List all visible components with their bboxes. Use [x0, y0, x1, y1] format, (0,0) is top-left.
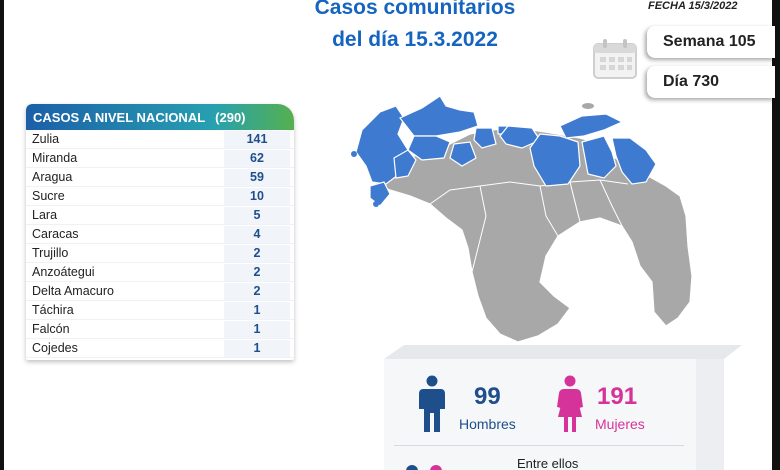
table-row: Trujillo 2 — [26, 244, 294, 263]
state-cases: 2 — [224, 263, 290, 281]
table-header: CASOS A NIVEL NACIONAL (290) — [26, 104, 294, 130]
day-badge: Día 730 — [647, 66, 775, 98]
table-title: CASOS A NIVEL NACIONAL — [33, 110, 206, 125]
state-name: Delta Amacuro — [32, 284, 114, 298]
state-name: Caracas — [32, 227, 79, 241]
table-row: Cojedes 1 — [26, 339, 294, 358]
table-row: Miranda 62 — [26, 149, 294, 168]
state-cases: 62 — [224, 149, 290, 167]
state-cases: 1 — [224, 339, 290, 357]
venezuela-map — [351, 95, 693, 343]
table-row: Aragua 59 — [26, 168, 294, 187]
table-row: Zulia 141 — [26, 130, 294, 149]
state-name: Falcón — [32, 322, 70, 336]
state-cases: 2 — [224, 244, 290, 262]
woman-icon — [557, 375, 583, 432]
state-name: Táchira — [32, 303, 74, 317]
cases-table: CASOS A NIVEL NACIONAL (290) Zulia 141 Mir… — [26, 104, 294, 360]
state-cases: 1 — [224, 301, 290, 319]
table-row: Anzoátegui 2 — [26, 263, 294, 282]
map-state-delta-amacuro — [611, 137, 657, 185]
women-count: 191 — [597, 383, 638, 410]
map-state-aragua — [473, 127, 497, 149]
map-island-margarita — [582, 103, 594, 109]
state-name: Sucre — [32, 189, 65, 203]
map-state-sucre — [559, 113, 624, 139]
state-name: Aragua — [32, 170, 73, 184]
men-count: 99 — [474, 383, 501, 410]
man-icon-small — [406, 465, 418, 470]
date-label: FECHA 15/3/2022 — [648, 0, 738, 12]
map-island-1 — [351, 151, 357, 157]
state-cases: 10 — [224, 187, 290, 205]
state-cases: 2 — [224, 282, 290, 300]
map-state-tachira — [369, 181, 391, 207]
entre-ellos-label: Entre ellos — [517, 456, 579, 470]
state-cases: 5 — [224, 206, 290, 224]
map-state-borders — [429, 179, 629, 273]
right-edge-bar — [772, 0, 780, 470]
man-icon — [419, 375, 445, 432]
table-total: (290) — [215, 110, 246, 125]
state-name: Lara — [32, 208, 58, 222]
state-name: Zulia — [32, 132, 60, 146]
map-state-monagas — [581, 135, 617, 179]
state-cases: 59 — [224, 168, 290, 186]
state-name: Anzoátegui — [32, 265, 95, 279]
men-label: Hombres — [459, 416, 516, 432]
map-state-trujillo — [393, 149, 417, 179]
map-state-falcon — [399, 95, 479, 137]
map-island-2 — [373, 201, 379, 207]
table-row: Sucre 10 — [26, 187, 294, 206]
map-state-cojedes — [449, 141, 477, 167]
title-line-1: Casos comunitarios — [314, 0, 516, 19]
state-cases: 4 — [224, 225, 290, 243]
table-row: Caracas 4 — [26, 225, 294, 244]
state-cases: 141 — [224, 130, 290, 148]
calendar-icon — [593, 39, 637, 79]
state-name: Cojedes — [32, 341, 78, 355]
table-row: Falcón 1 — [26, 320, 294, 339]
women-label: Mujeres — [595, 416, 645, 432]
title-line-2: del día 15.3.2022 — [332, 28, 498, 51]
stats-divider — [394, 445, 684, 446]
week-badge: Semana 105 — [647, 26, 775, 58]
left-edge-bar — [0, 0, 4, 470]
map-state-miranda — [499, 125, 541, 149]
state-name: Trujillo — [32, 246, 69, 260]
table-row: Lara 5 — [26, 206, 294, 225]
table-row: Táchira 1 — [26, 301, 294, 320]
state-name: Miranda — [32, 151, 78, 165]
gender-stats-panel: 99 Hombres 191 Mujeres Entre ellos — [382, 345, 742, 470]
state-cases: 1 — [224, 320, 290, 338]
table-row: Delta Amacuro 2 — [26, 282, 294, 301]
woman-icon-small — [430, 465, 442, 470]
